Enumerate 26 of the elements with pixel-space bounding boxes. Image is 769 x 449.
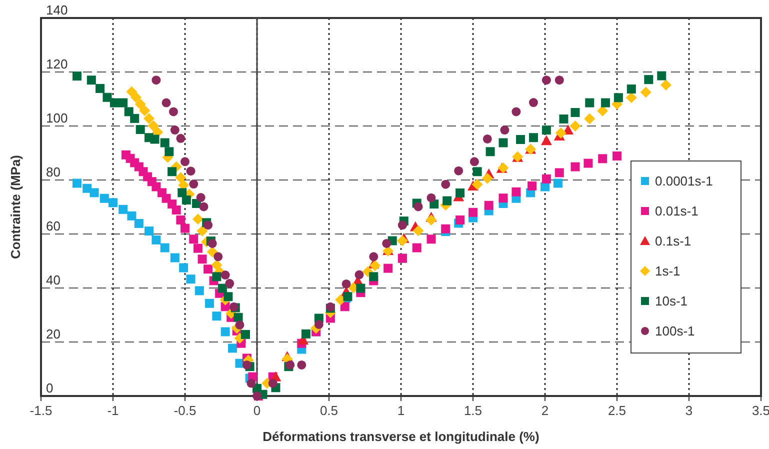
y-tick-label: 100 bbox=[46, 110, 68, 126]
y-tick-label: 0 bbox=[46, 380, 54, 396]
y-tick-label: 20 bbox=[46, 326, 60, 342]
x-axis-title: Déformations transverse et longitudinale (%) bbox=[262, 429, 540, 444]
x-tick-label: 1 bbox=[397, 403, 405, 418]
y-tick-label: 120 bbox=[46, 56, 68, 72]
x-tick-label: -0.5 bbox=[174, 403, 196, 418]
legend-label: 0.0001s-1 bbox=[655, 174, 713, 189]
y-tick-label: 140 bbox=[46, 2, 68, 18]
x-tick-label: -1 bbox=[107, 403, 119, 418]
x-tick-label: 0 bbox=[253, 403, 261, 418]
x-tick-label: 0.5 bbox=[320, 403, 338, 418]
y-tick-label: 80 bbox=[46, 164, 60, 180]
legend-label: 1s-1 bbox=[655, 264, 680, 279]
x-tick-label: -1.5 bbox=[30, 403, 52, 418]
y-tick-label: 60 bbox=[46, 218, 60, 234]
y-axis-title: Contrainte (MPa) bbox=[8, 155, 23, 259]
legend-label: 100s-1 bbox=[655, 324, 695, 339]
legend-label: 0.1s-1 bbox=[655, 234, 692, 249]
y-tick-label: 40 bbox=[46, 272, 60, 288]
legend-label: 0.01s-1 bbox=[655, 204, 698, 219]
x-tick-label: 3 bbox=[685, 403, 693, 418]
legend-label: 10s-1 bbox=[655, 294, 688, 309]
x-tick-label: 1.5 bbox=[464, 403, 482, 418]
x-tick-label: 2 bbox=[541, 403, 549, 418]
x-tick-label: 2.5 bbox=[608, 403, 626, 418]
